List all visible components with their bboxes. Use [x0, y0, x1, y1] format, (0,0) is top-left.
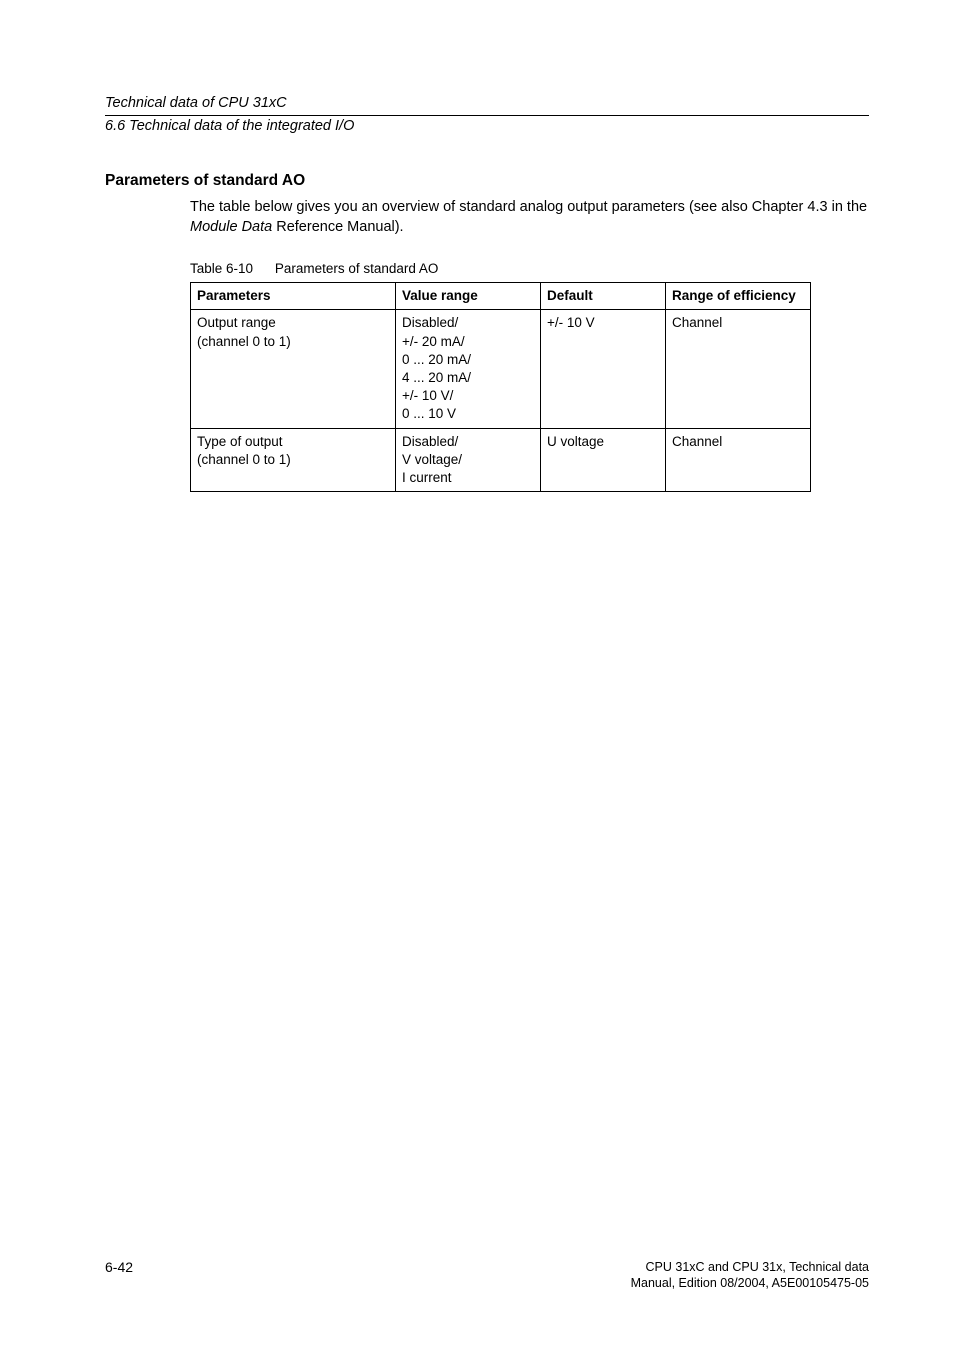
table-header-row: Parameters Value range Default Range of … — [191, 283, 811, 310]
table-caption-label: Table 6-10 — [190, 261, 253, 276]
section-heading: Parameters of standard AO — [105, 172, 869, 190]
value-line: +/- 10 V/ — [402, 388, 453, 403]
cell-default: +/- 10 V — [541, 310, 666, 428]
footer-doc-info: Manual, Edition 08/2004, A5E00105475-05 — [631, 1276, 869, 1290]
footer-doc-title: CPU 31xC and CPU 31x, Technical data — [646, 1260, 870, 1274]
value-line: 4 ... 20 mA/ — [402, 370, 471, 385]
footer-right-block: CPU 31xC and CPU 31x, Technical data Man… — [631, 1259, 869, 1292]
page-container: Technical data of CPU 31xC 6.6 Technical… — [0, 0, 954, 1351]
cell-default: U voltage — [541, 428, 666, 492]
param-line: (channel 0 to 1) — [197, 334, 291, 349]
cell-range-efficiency: Channel — [666, 310, 811, 428]
value-line: 0 ... 10 V — [402, 406, 456, 421]
header-subtitle: 6.6 Technical data of the integrated I/O — [105, 118, 869, 134]
table-row: Output range (channel 0 to 1) Disabled/ … — [191, 310, 811, 428]
param-line: Output range — [197, 315, 276, 330]
param-line: Type of output — [197, 434, 283, 449]
header-title: Technical data of CPU 31xC — [105, 95, 869, 111]
col-header-parameters: Parameters — [191, 283, 396, 310]
table-caption: Table 6-10 Parameters of standard AO — [190, 261, 869, 276]
value-line: I current — [402, 470, 452, 485]
table-caption-text: Parameters of standard AO — [275, 261, 439, 276]
cell-value-range: Disabled/ +/- 20 mA/ 0 ... 20 mA/ 4 ... … — [396, 310, 541, 428]
param-line: (channel 0 to 1) — [197, 452, 291, 467]
value-line: Disabled/ — [402, 434, 458, 449]
parameters-table: Parameters Value range Default Range of … — [190, 282, 811, 492]
page-number: 6-42 — [105, 1259, 133, 1275]
header-rule — [105, 115, 869, 116]
value-line: +/- 20 mA/ — [402, 334, 465, 349]
col-header-default: Default — [541, 283, 666, 310]
cell-value-range: Disabled/ V voltage/ I current — [396, 428, 541, 492]
cell-parameters: Type of output (channel 0 to 1) — [191, 428, 396, 492]
body-pre: The table below gives you an overview of… — [190, 199, 867, 215]
value-line: V voltage/ — [402, 452, 462, 467]
cell-range-efficiency: Channel — [666, 428, 811, 492]
page-footer: 6-42 CPU 31xC and CPU 31x, Technical dat… — [105, 1259, 869, 1292]
col-header-range-efficiency: Range of efficiency — [666, 283, 811, 310]
section-body: The table below gives you an overview of… — [190, 198, 869, 237]
body-italic: Module Data — [190, 219, 272, 235]
page-header: Technical data of CPU 31xC 6.6 Technical… — [105, 95, 869, 134]
table-row: Type of output (channel 0 to 1) Disabled… — [191, 428, 811, 492]
value-line: 0 ... 20 mA/ — [402, 352, 471, 367]
body-post: Reference Manual). — [272, 219, 403, 235]
col-header-value-range: Value range — [396, 283, 541, 310]
cell-parameters: Output range (channel 0 to 1) — [191, 310, 396, 428]
value-line: Disabled/ — [402, 315, 458, 330]
